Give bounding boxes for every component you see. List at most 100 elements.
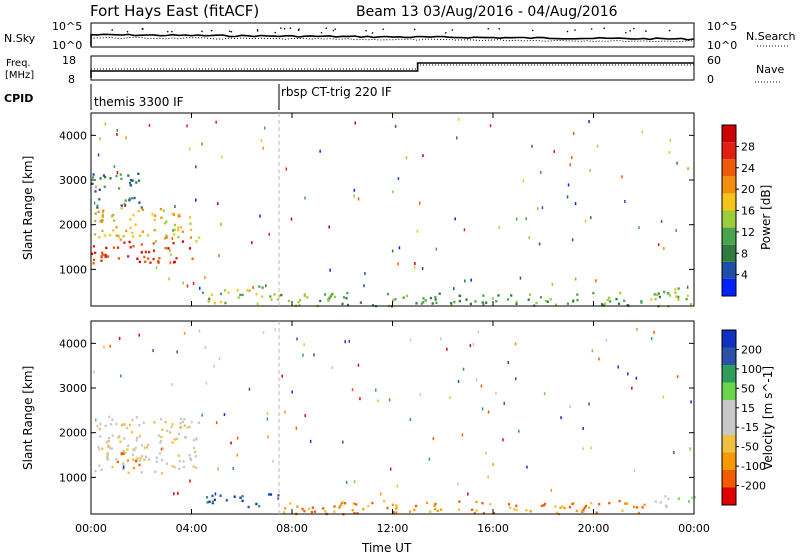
noise-spike — [382, 28, 385, 31]
power-echo — [198, 236, 201, 239]
power-echo — [154, 214, 157, 217]
velocity-echo — [301, 507, 304, 511]
power-echo — [130, 197, 134, 200]
power-echo — [304, 196, 306, 200]
power-echo — [109, 177, 112, 180]
velocity-echo — [98, 448, 101, 451]
noise-spike — [365, 29, 367, 32]
velocity-echo — [331, 366, 334, 370]
velocity-echo — [383, 499, 386, 503]
velocity-echo — [472, 342, 475, 346]
power-echo — [549, 298, 552, 301]
noise-spike — [624, 31, 627, 34]
velocity-echo — [143, 458, 146, 461]
power-echo — [669, 139, 672, 142]
power-echo — [168, 277, 170, 281]
velocity-echo — [99, 435, 102, 438]
velocity-echo — [633, 469, 636, 472]
velocity-echo — [662, 395, 664, 399]
velocity-echo — [434, 502, 437, 506]
velocity-echo — [267, 435, 269, 439]
velocity-echo — [481, 502, 484, 505]
power-echo — [237, 296, 240, 299]
noise-left-label: N.Sky — [4, 32, 36, 45]
velocity-echo — [492, 512, 496, 515]
noise-spike — [166, 30, 169, 33]
power-echo — [141, 208, 144, 212]
velocity-echo — [342, 440, 344, 444]
power-echo — [241, 293, 244, 297]
velocity-echo — [529, 510, 532, 513]
velocity-echo — [487, 410, 490, 414]
power-echo — [398, 246, 401, 250]
velocity-echo — [266, 411, 269, 415]
power-echo — [96, 204, 99, 207]
velocity-echo — [284, 507, 287, 510]
velocity-echo — [94, 469, 97, 473]
power-echo — [165, 220, 168, 223]
power-echo — [676, 161, 678, 165]
power-echo — [248, 289, 251, 292]
velocity-echo — [502, 438, 504, 442]
velocity-echo — [353, 512, 356, 515]
velocity-echo — [208, 500, 211, 503]
power-echo — [527, 298, 530, 301]
power-echo — [101, 220, 104, 223]
velocity-echo — [98, 427, 101, 431]
power-echo — [601, 303, 604, 306]
power-echo — [152, 242, 155, 245]
power-echo — [129, 246, 132, 249]
power-echo — [191, 257, 194, 260]
velocity-echo — [362, 507, 365, 511]
velocity-echo — [356, 512, 359, 515]
power-echo — [674, 295, 678, 298]
power-colorbar-swatch — [722, 193, 736, 211]
velocity-echo — [225, 499, 228, 502]
velocity-echo — [213, 498, 216, 502]
velocity-echo — [303, 509, 306, 513]
power-echo — [324, 293, 327, 296]
velocity-echo — [126, 459, 130, 462]
power-echo — [541, 206, 544, 210]
power-echo — [265, 284, 267, 288]
power-echo — [656, 293, 659, 297]
power-echo — [654, 298, 657, 301]
velocity-echo — [582, 427, 584, 430]
power-echo — [497, 294, 500, 297]
power-echo — [104, 253, 107, 257]
freq-right-tick-top: 60 — [707, 54, 721, 67]
power-echo — [525, 217, 527, 221]
velocity-colorbar-label: Velocity [m s^-1] — [761, 366, 775, 470]
power-echo — [273, 293, 276, 296]
velocity-echo — [434, 507, 437, 511]
power-echo — [419, 201, 421, 205]
velocity-echo — [171, 441, 174, 444]
velocity-echo — [147, 458, 150, 461]
power-echo — [689, 303, 693, 306]
velocity-echo — [111, 434, 114, 437]
power-echo — [217, 202, 219, 206]
power-echo — [458, 299, 461, 303]
velocity-echo — [582, 510, 585, 513]
power-echo — [539, 296, 543, 299]
power-echo — [172, 229, 174, 233]
velocity-echo — [636, 328, 638, 331]
power-echo — [123, 202, 126, 206]
velocity-echo — [190, 458, 193, 462]
power-colorbar-label: Power [dB] — [759, 185, 773, 250]
power-echo — [106, 255, 110, 258]
velocity-echo — [550, 488, 552, 492]
power-echo — [469, 302, 472, 306]
power-echo — [167, 247, 170, 250]
velocity-echo — [134, 446, 137, 450]
power-echo — [173, 228, 176, 231]
velocity-colorbar-swatch — [722, 330, 736, 348]
time-tick-label: 08:00 — [276, 522, 308, 535]
velocity-echo — [543, 502, 547, 506]
power-echo — [546, 300, 549, 303]
velocity-echo — [295, 426, 298, 430]
velocity-echo — [485, 451, 487, 455]
velocity-echo — [457, 482, 459, 486]
power-echo — [342, 296, 346, 299]
power-echo — [140, 206, 143, 209]
